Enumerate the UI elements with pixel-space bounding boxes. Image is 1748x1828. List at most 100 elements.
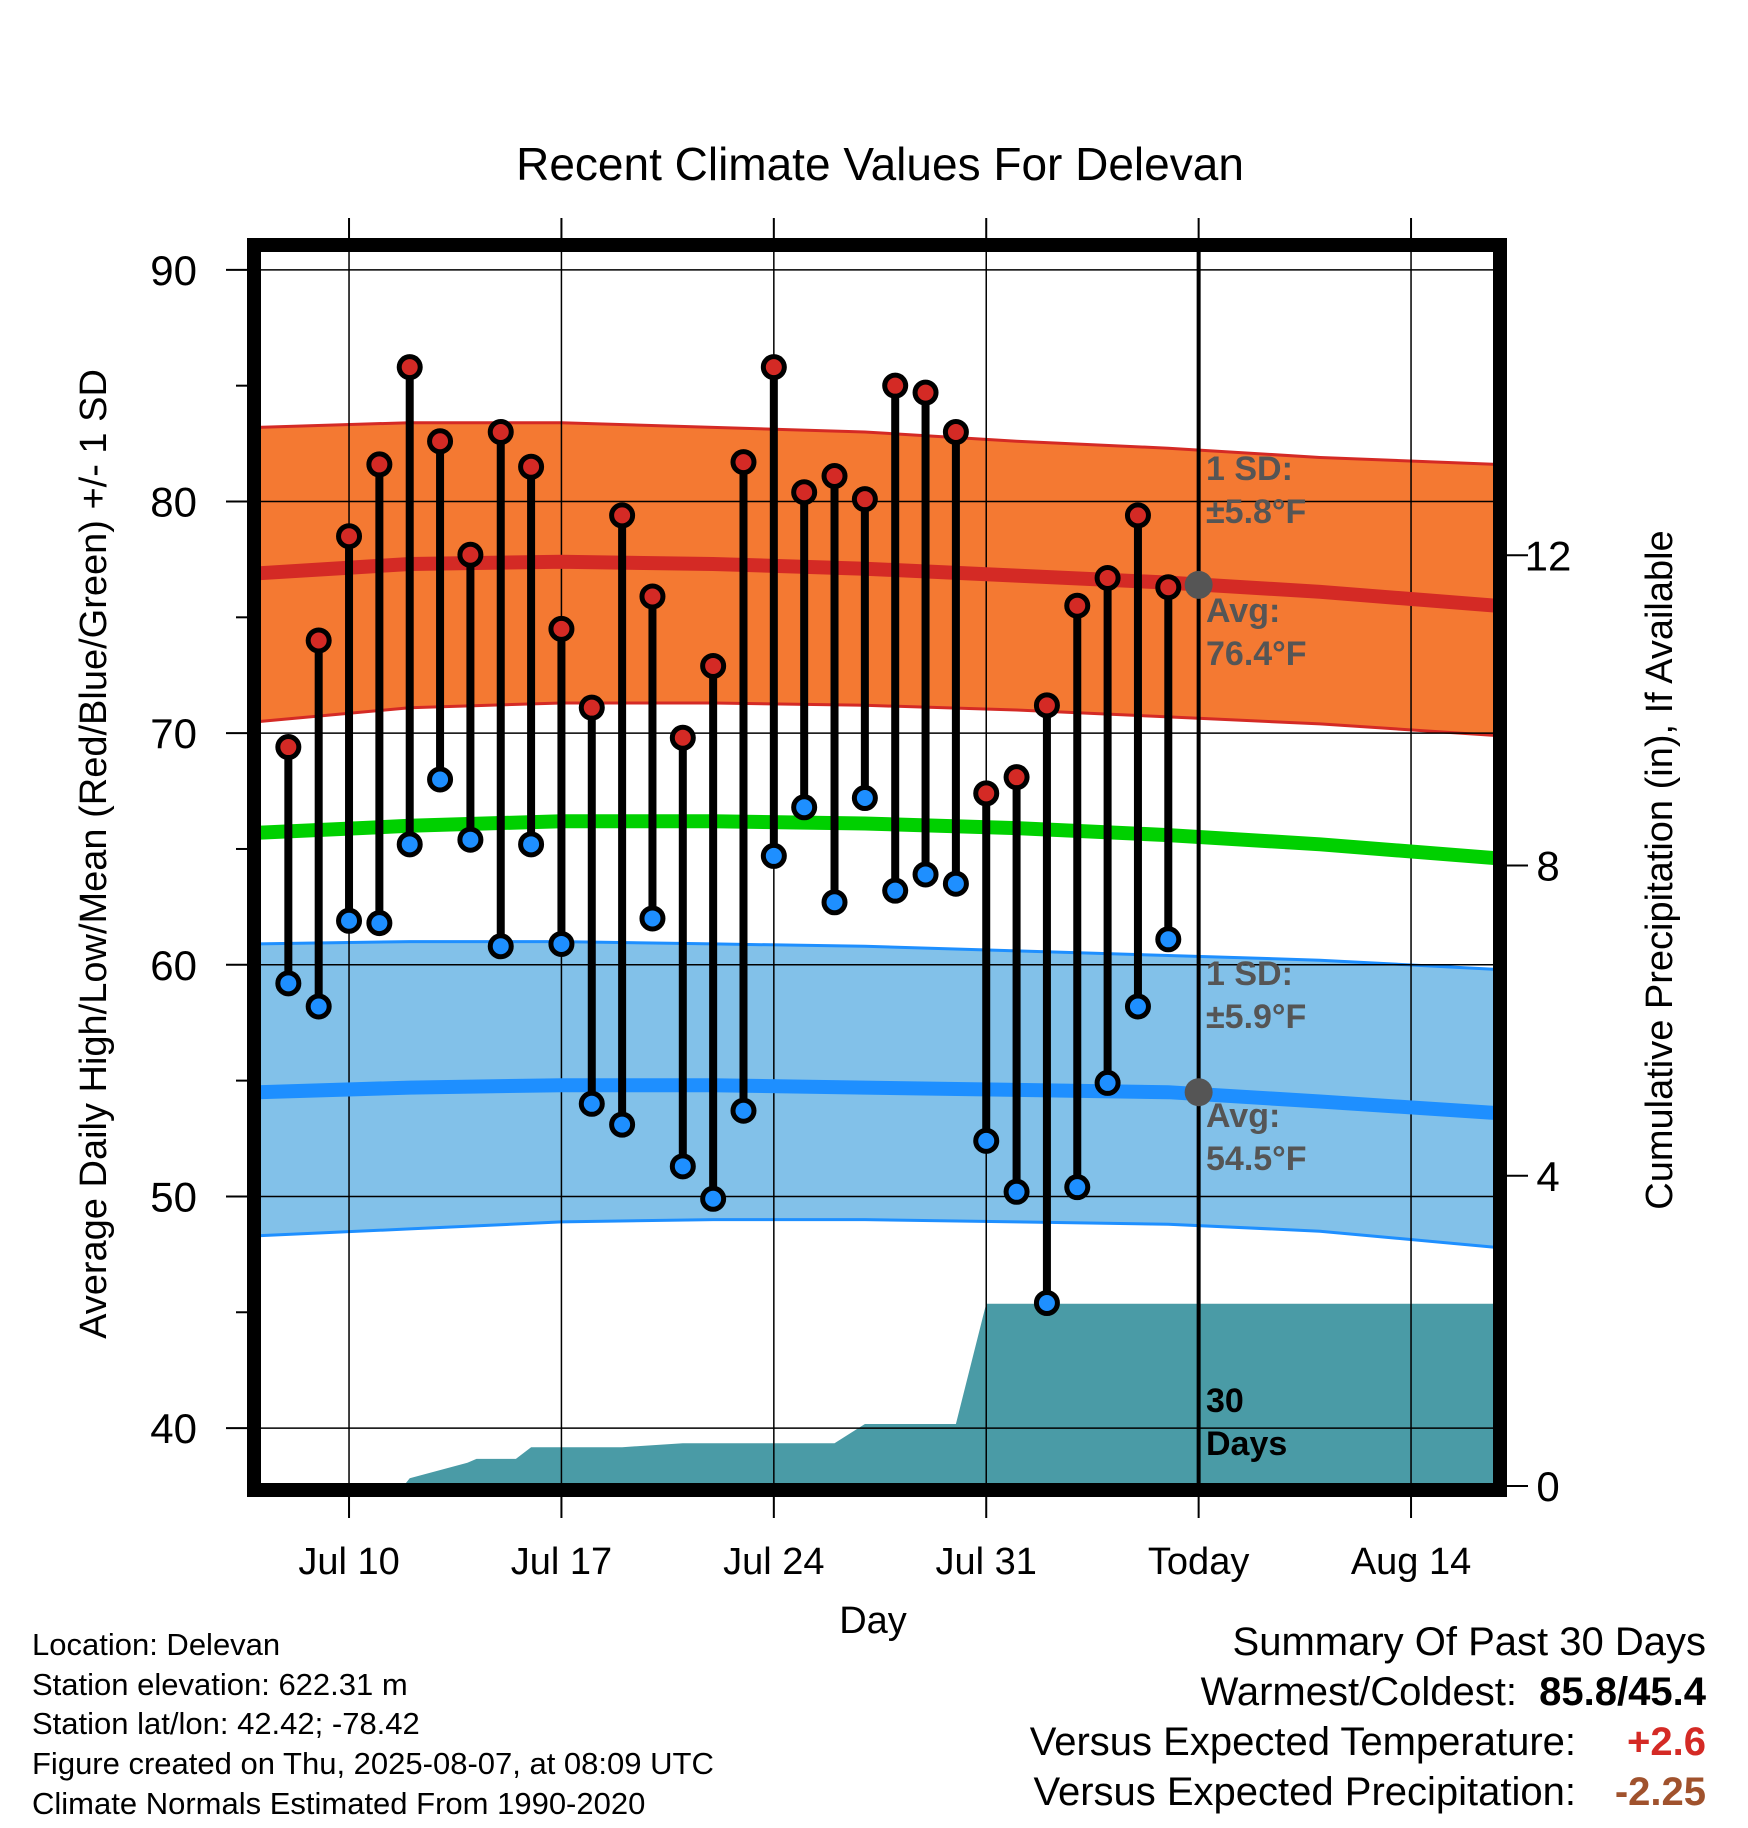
daily-high-point: [427, 428, 454, 455]
high-sd-label: 1 SD:: [1206, 450, 1293, 488]
daily-high-point: [336, 523, 363, 550]
daily-low-point: [427, 766, 454, 793]
daily-high-point: [821, 463, 848, 490]
daily-high-point: [942, 419, 969, 446]
y-tick-label: 90: [150, 247, 197, 294]
daily-low-point: [305, 993, 332, 1020]
daily-high-point: [912, 379, 939, 406]
daily-high-point: [396, 354, 423, 381]
summary-title: Summary Of Past 30 Days: [1232, 1620, 1706, 1664]
daily-high-point: [457, 541, 484, 568]
x-tick-label: Today: [1148, 1541, 1249, 1583]
x-tick-label: Jul 31: [936, 1541, 1037, 1583]
daily-low-point: [578, 1090, 605, 1117]
summary-temp-row: Versus Expected Temperature: +2.6: [1030, 1720, 1706, 1765]
today-high-avg-marker: [1184, 570, 1213, 599]
daily-high-point: [518, 453, 545, 480]
daily-high-point: [973, 780, 1000, 807]
daily-high-point: [275, 734, 302, 761]
daily-low-point: [548, 930, 575, 957]
y2-tick-label: 8: [1536, 843, 1559, 890]
daily-low-point: [457, 826, 484, 853]
daily-high-point: [882, 372, 909, 399]
daily-low-point: [1003, 1178, 1030, 1205]
daily-low-point: [1155, 926, 1182, 953]
daily-low-point: [730, 1097, 757, 1124]
daily-high-point: [1124, 502, 1151, 529]
meta-elevation: Station elevation: 622.31 m: [32, 1667, 408, 1702]
daily-high-point: [305, 627, 332, 654]
daily-high-point: [639, 583, 666, 610]
daily-low-point: [275, 970, 302, 997]
x-tick-label: Jul 24: [723, 1541, 824, 1583]
daily-high-point: [1064, 592, 1091, 619]
daily-high-point: [700, 652, 727, 679]
high-sd-value: ±5.8°F: [1206, 493, 1306, 531]
y-tick-label: 50: [150, 1173, 197, 1220]
meta-location: Location: Delevan: [32, 1627, 281, 1662]
daily-low-point: [487, 933, 514, 960]
daily-high-point: [669, 724, 696, 751]
y2-tick-label: 0: [1536, 1463, 1559, 1510]
meta-normals: Climate Normals Estimated From 1990-2020: [32, 1786, 646, 1821]
daily-low-point: [336, 907, 363, 934]
y-tick-label: 70: [150, 710, 197, 757]
daily-low-point: [669, 1153, 696, 1180]
daily-high-point: [487, 419, 514, 446]
x-tick-label: Jul 10: [298, 1541, 399, 1583]
daily-low-point: [973, 1127, 1000, 1154]
daily-high-point: [791, 479, 818, 506]
daily-low-point: [912, 861, 939, 888]
daily-high-point: [730, 449, 757, 476]
x-axis-label: Day: [839, 1600, 907, 1642]
daily-high-point: [1033, 692, 1060, 719]
today-low-avg-marker: [1184, 1078, 1213, 1107]
low-sd-lower-edge: [257, 1218, 1497, 1249]
daily-low-point: [791, 794, 818, 821]
daily-low-point: [700, 1185, 727, 1212]
daily-high-point: [760, 354, 787, 381]
daily-low-point: [1094, 1069, 1121, 1096]
daily-low-point: [851, 785, 878, 812]
y-tick-label: 60: [150, 942, 197, 989]
y-axis-label: Average Daily High/Low/Mean (Red/Blue/Gr…: [73, 369, 115, 1339]
daily-low-point: [1033, 1289, 1060, 1316]
low-avg-label: Avg:: [1206, 1097, 1280, 1135]
summary-precip-row: Versus Expected Precipitation: -2.25: [1033, 1770, 1706, 1815]
daily-low-point: [609, 1111, 636, 1138]
summary-precip-label: Versus Expected Precipitation:: [1033, 1770, 1576, 1814]
chart-title: Recent Climate Values For Delevan: [516, 138, 1244, 190]
summary-temp-label: Versus Expected Temperature:: [1029, 1720, 1576, 1764]
y-tick-label: 80: [150, 478, 197, 525]
y2-tick-label: 4: [1536, 1153, 1559, 1200]
daily-low-point: [1064, 1174, 1091, 1201]
daily-high-point: [548, 615, 575, 642]
daily-low-point: [760, 842, 787, 869]
daily-high-point: [1155, 574, 1182, 601]
daily-low-point: [942, 870, 969, 897]
daily-high-point: [1003, 764, 1030, 791]
daily-low-point: [366, 910, 393, 937]
low-avg-value: 54.5°F: [1206, 1140, 1307, 1178]
summary-warmest-value: 85.8/45.4: [1539, 1670, 1706, 1714]
meta-created: Figure created on Thu, 2025-08-07, at 08…: [32, 1746, 714, 1781]
summary-warmest-label: Warmest/Coldest:: [1200, 1670, 1517, 1714]
meta-latlon: Station lat/lon: 42.42; -78.42: [32, 1706, 420, 1741]
normal-low-line: [257, 1078, 1497, 1120]
plot-frame: [247, 238, 1507, 1497]
y-tick-label: 40: [150, 1405, 197, 1452]
y2-axis-label: Cumulative Precipitation (in), If Availa…: [1639, 530, 1681, 1209]
period-label-unit: Days: [1206, 1425, 1287, 1463]
x-tick-label: Aug 14: [1351, 1541, 1471, 1583]
summary-warmest-row: Warmest/Coldest: 85.8/45.4: [1201, 1670, 1706, 1715]
low-sd-upper-edge: [257, 940, 1497, 971]
daily-low-point: [396, 831, 423, 858]
low-sd-value: ±5.9°F: [1206, 998, 1306, 1036]
precip-area: [349, 1303, 1496, 1486]
summary-precip-value: -2.25: [1614, 1770, 1706, 1814]
high-sd-upper-edge: [257, 421, 1497, 466]
high-avg-label: Avg:: [1206, 592, 1280, 630]
daily-high-point: [366, 451, 393, 478]
daily-high-point: [578, 694, 605, 721]
daily-low-point: [821, 889, 848, 916]
